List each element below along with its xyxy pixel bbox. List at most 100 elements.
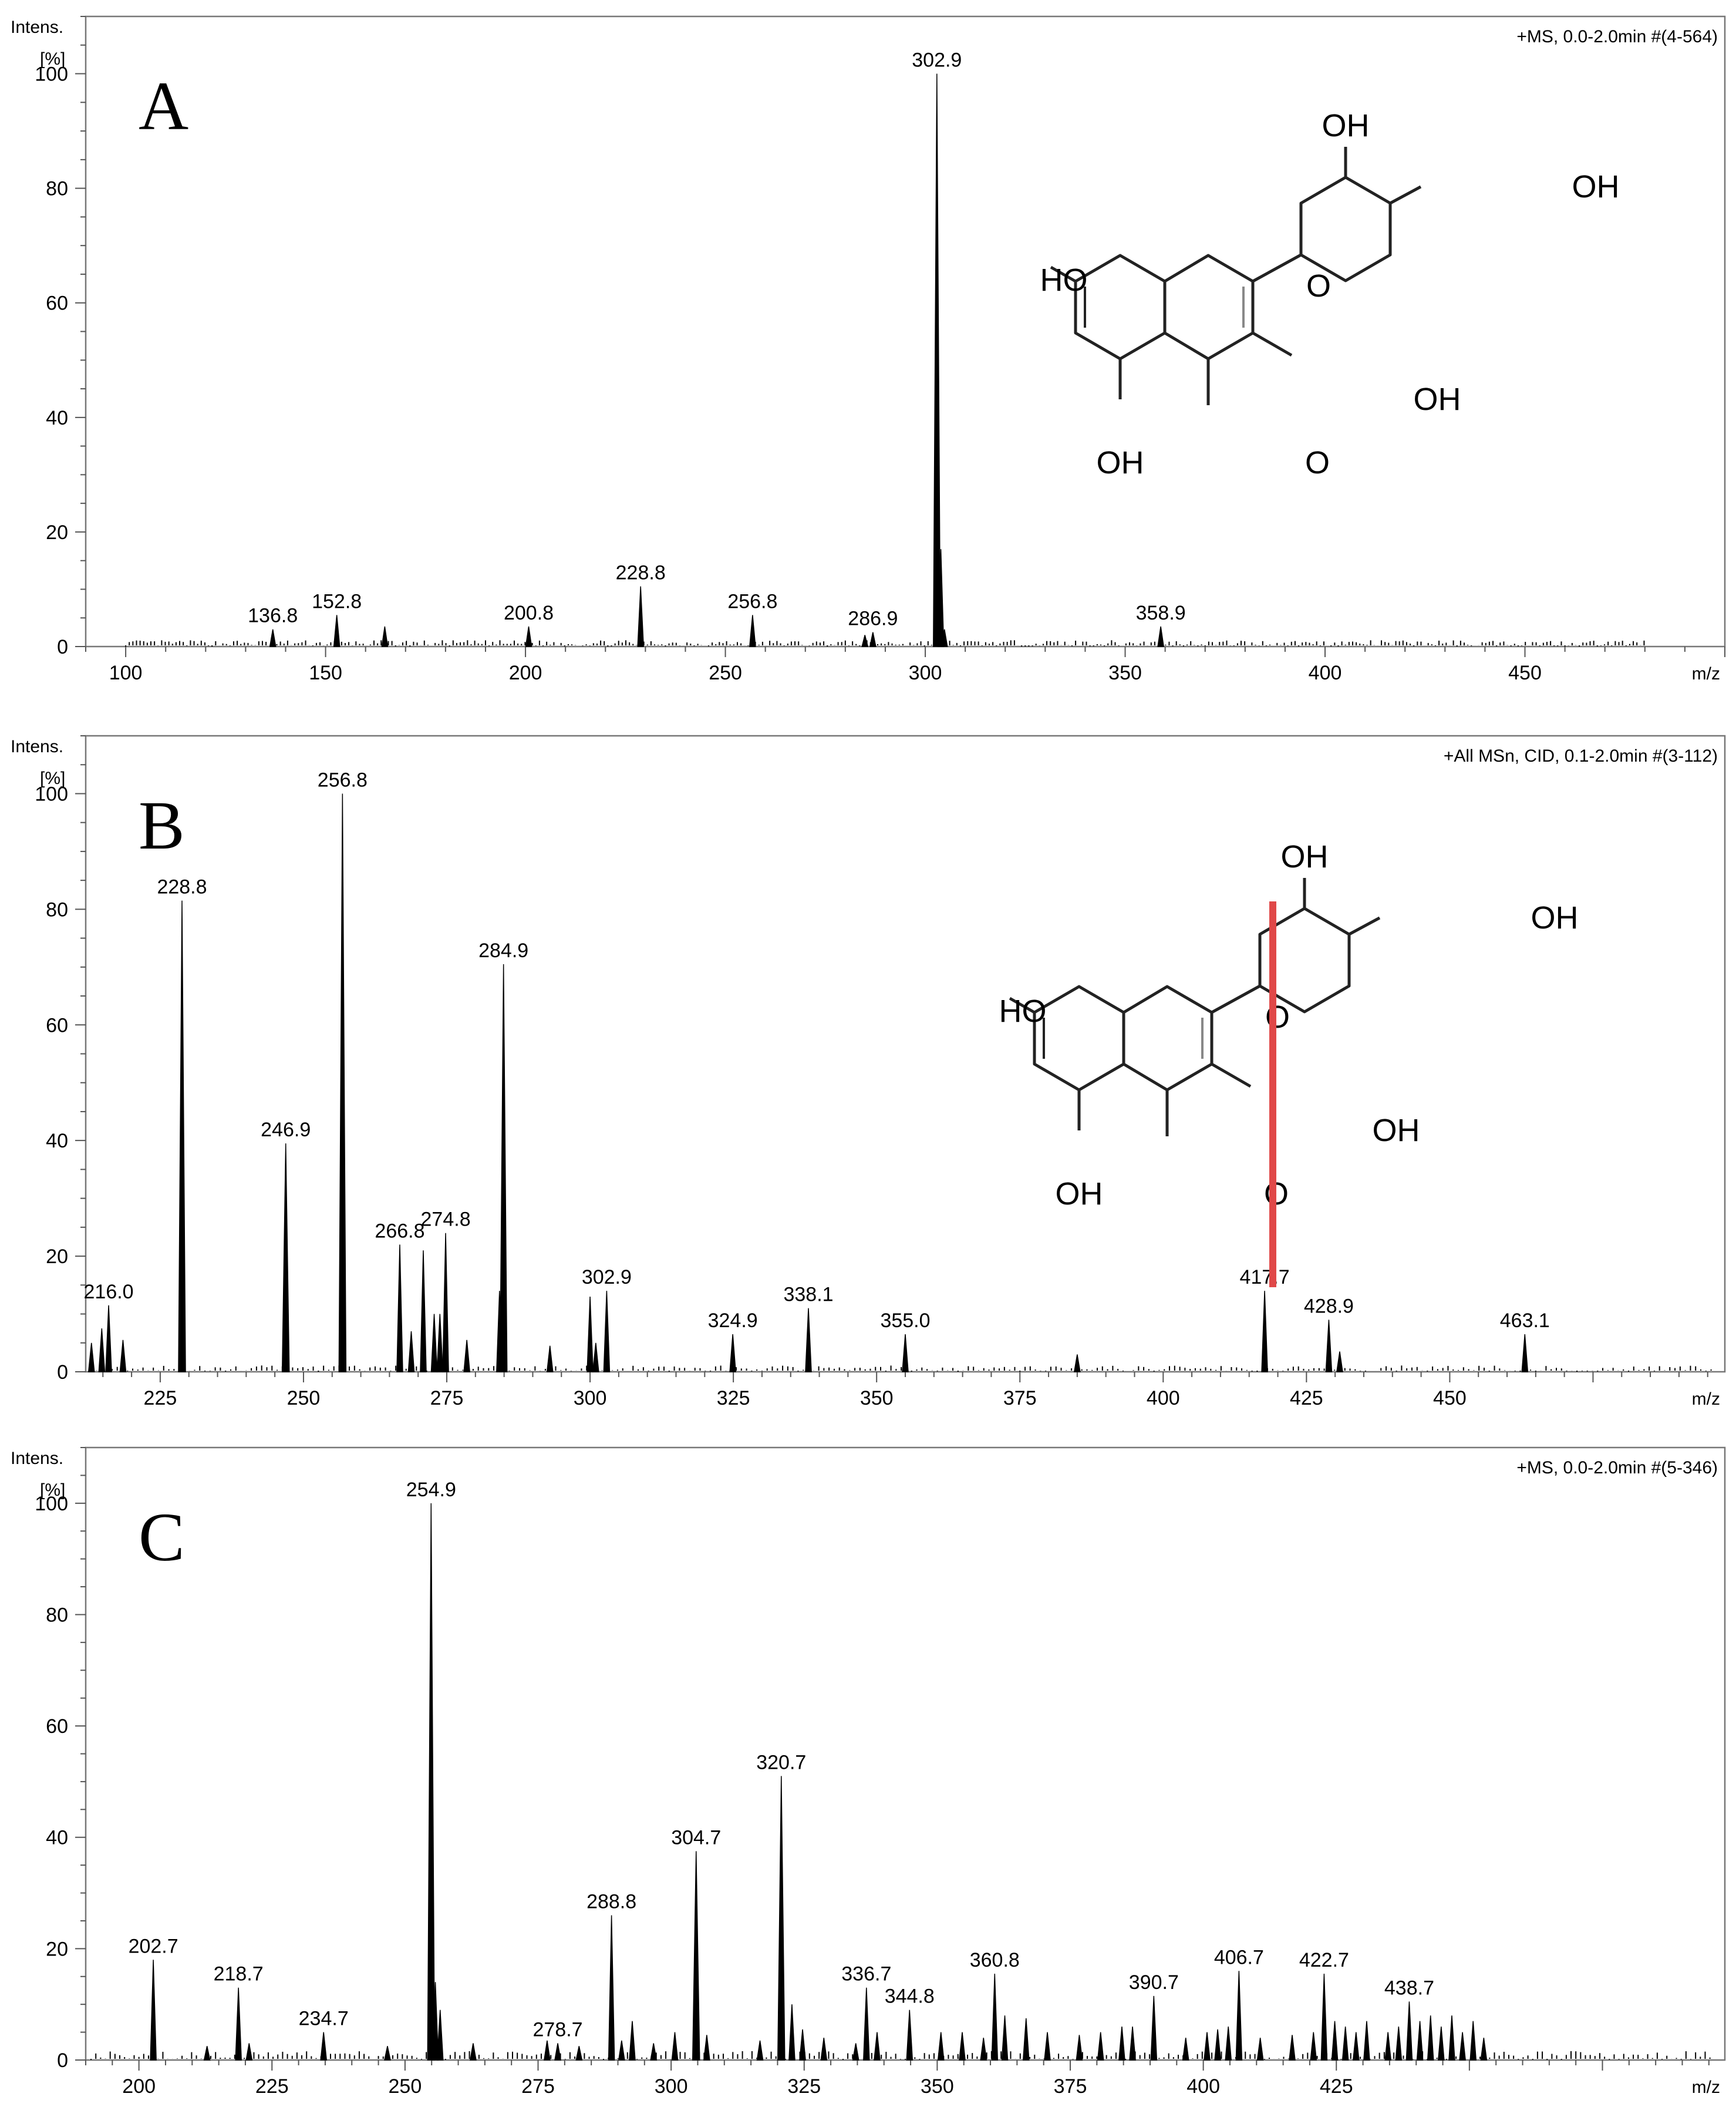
peak [933, 73, 941, 647]
peak-label: 228.8 [157, 876, 207, 898]
y-tick-label: 0 [57, 2049, 68, 2072]
x-tick-label: 400 [1309, 662, 1342, 684]
y-tick-label: 40 [46, 407, 68, 429]
atom-label: OH [1056, 1176, 1103, 1211]
atom-label: OH [1322, 108, 1370, 143]
peak [1521, 1334, 1529, 1372]
peak-label: 278.7 [533, 2019, 583, 2041]
y-tick-label: 20 [46, 1938, 68, 1960]
peak [1448, 2015, 1455, 2061]
y-tick-label: 40 [46, 1130, 68, 1152]
peak [608, 1915, 615, 2061]
y-tick-label: 20 [46, 521, 68, 544]
x-tick-label: 200 [122, 2075, 156, 2098]
x-tick-label: 425 [1320, 2075, 1353, 2098]
peak-label: 304.7 [671, 1826, 721, 1849]
peak [203, 2046, 211, 2061]
y-tick-label: 80 [46, 898, 68, 921]
peak [381, 626, 389, 647]
peak [1331, 2021, 1339, 2061]
peak [980, 2037, 987, 2061]
peak [729, 1334, 736, 1372]
y-tick-label: 100 [35, 783, 68, 805]
peak [544, 2040, 551, 2061]
peak [1129, 2027, 1136, 2061]
peak [902, 1334, 909, 1372]
x-axis-label: m/z [1692, 1389, 1720, 1409]
peak [1320, 1974, 1328, 2061]
peak [178, 900, 186, 1372]
peak [499, 964, 508, 1372]
oh-bond [1211, 1062, 1252, 1088]
peak [756, 2040, 764, 2061]
peak-label: 246.9 [261, 1119, 311, 1141]
peak-label: 422.7 [1299, 1949, 1349, 1971]
peak [525, 626, 532, 647]
x-tick-label: 350 [921, 2075, 954, 2098]
x-tick-label: 150 [309, 662, 342, 684]
x-tick-label: 400 [1147, 1387, 1180, 1409]
x-tick-label: 275 [521, 2075, 555, 2098]
peak [1352, 2032, 1360, 2061]
peak-label: 200.8 [504, 602, 554, 624]
peak [105, 1305, 112, 1372]
peak-label: 218.7 [214, 1963, 264, 1985]
peak [1225, 2027, 1232, 2061]
y-tick-label: 20 [46, 1246, 68, 1268]
atom-label: OH [1281, 839, 1329, 874]
x-tick-label: 325 [717, 1387, 750, 1409]
peak [1001, 2015, 1009, 2061]
peak [1289, 2035, 1296, 2061]
peak [384, 2046, 391, 2061]
ring-c [1163, 254, 1255, 361]
x-axis-label: m/z [1692, 664, 1720, 684]
x-tick-label: 225 [144, 1387, 177, 1409]
peak-label: 463.1 [1500, 1310, 1550, 1332]
y-tick-label: 100 [35, 63, 68, 86]
peak-label: 228.8 [616, 562, 666, 584]
peak-label: 274.8 [421, 1209, 471, 1231]
peak [338, 793, 347, 1372]
peak [1416, 2021, 1424, 2061]
peak [1157, 626, 1165, 647]
peak [592, 1342, 599, 1372]
x-tick-label: 300 [655, 2075, 688, 2098]
peak [703, 2035, 710, 2061]
atom-label: OH [1097, 445, 1144, 480]
peak-label: 254.9 [406, 1479, 456, 1501]
peak-label: 256.8 [727, 590, 777, 612]
peak-label: 216.0 [84, 1281, 134, 1303]
peak [1073, 1354, 1081, 1372]
peak-label: 288.8 [586, 1890, 636, 1913]
peak [869, 632, 877, 647]
x-tick-label: 250 [709, 662, 742, 684]
peak [1097, 2032, 1104, 2061]
y-axis-label: Intens. [11, 18, 63, 37]
atom-label: O [1305, 445, 1330, 480]
peak [874, 2032, 881, 2061]
peak [430, 1314, 438, 1372]
peak [436, 1314, 444, 1372]
x-tick-label: 300 [574, 1387, 607, 1409]
peak-label: 360.8 [970, 1949, 1020, 1971]
peak-label: 390.7 [1129, 1971, 1179, 1994]
y-axis-label: Intens. [11, 737, 63, 756]
peak [436, 2010, 444, 2061]
y-tick-label: 0 [57, 1361, 68, 1384]
peak [852, 2043, 859, 2061]
peak [269, 629, 277, 647]
peak [1363, 2021, 1370, 2061]
peak-label: 152.8 [312, 590, 362, 612]
peak [1341, 2027, 1349, 2061]
plot-frame [85, 15, 1726, 648]
peak [432, 1982, 439, 2061]
peak [906, 2010, 913, 2061]
y-axis-label-unit: [%] [40, 1480, 65, 1500]
atom-label: OH [1414, 382, 1461, 417]
y-tick-label: 40 [46, 1827, 68, 1849]
oh-bond [1252, 331, 1293, 357]
oh-bond [1009, 997, 1036, 1014]
x-tick-label: 100 [109, 662, 143, 684]
